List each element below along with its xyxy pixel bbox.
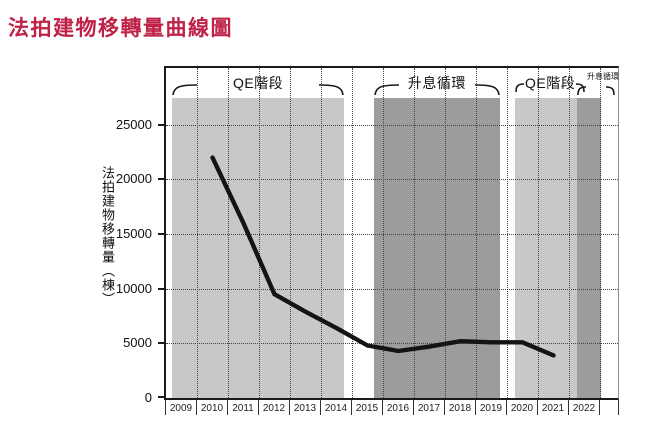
brace-right-icon	[474, 84, 500, 96]
gridline-vertical	[290, 68, 291, 398]
gridline-vertical	[383, 68, 384, 398]
x-tick-label: 2017	[414, 400, 445, 415]
shaded-band	[515, 98, 578, 398]
band-annotation: 升息循環	[577, 70, 619, 98]
gridline-horizontal	[166, 288, 618, 290]
x-tick-label: 2014	[321, 400, 352, 415]
brace-right-icon	[606, 86, 615, 96]
plot-area: QE階段 升息循環 QE階段 升息循環	[158, 66, 619, 400]
y-tick-label: 5000	[123, 335, 152, 351]
gridline-horizontal	[166, 179, 618, 181]
band-label: 升息循環	[587, 72, 620, 81]
x-tick-label: 2009	[166, 400, 197, 415]
band-annotation: QE階段	[515, 70, 586, 98]
x-tick-label: 2011	[228, 400, 259, 415]
y-axis-tick	[158, 396, 164, 398]
y-axis-tick	[158, 287, 164, 290]
gridline-vertical	[600, 68, 601, 398]
y-axis-tick	[158, 233, 164, 236]
brace-right-icon	[576, 83, 586, 93]
gridline-vertical	[569, 68, 570, 398]
band-label: 升息循環	[407, 75, 466, 91]
x-tick-label: 2010	[197, 400, 228, 415]
y-axis-title: 法拍建物移轉量︵棟︶	[100, 166, 115, 306]
band-label: QE階段	[525, 75, 576, 91]
y-tick-label: 10000	[115, 280, 152, 296]
x-tick-label: 2021	[538, 400, 569, 415]
brace-right-icon	[318, 84, 344, 96]
y-tick-label: 25000	[115, 116, 152, 132]
x-tick-label: 2022	[569, 400, 600, 415]
gridline-vertical	[538, 68, 539, 398]
x-tick-label: 2012	[259, 400, 290, 415]
gridline-horizontal	[166, 343, 618, 345]
x-tick-label: 2013	[290, 400, 321, 415]
gridline-vertical	[321, 68, 322, 398]
x-tick-label: 2015	[352, 400, 383, 415]
brace-left-icon	[374, 84, 400, 96]
x-axis-labels: 2009 2010 2011 2012 2013 2014 2015 2016 2017 2018…	[165, 400, 619, 415]
gridline-vertical	[197, 68, 198, 398]
shaded-band	[577, 98, 601, 398]
gridline-horizontal	[166, 124, 618, 126]
y-tick-label: 20000	[115, 171, 152, 187]
gridline-vertical	[507, 68, 508, 398]
y-axis-tick-labels: 0 5000 10000 15000 20000 25000	[0, 68, 152, 405]
band-annotation: QE階段	[172, 70, 344, 98]
data-line	[210, 155, 556, 358]
x-tick-label: 2019	[476, 400, 507, 415]
y-axis-tick	[158, 123, 164, 126]
brace-left-icon	[577, 86, 587, 96]
data-line-layer	[210, 155, 556, 358]
band-label: QE階段	[232, 75, 284, 91]
x-tick-empty-cell	[600, 400, 619, 415]
x-tick-label: 2018	[445, 400, 476, 415]
y-axis-tick	[158, 178, 164, 181]
x-tick-label: 2016	[383, 400, 414, 415]
brace-left-icon	[515, 83, 525, 93]
gridline-vertical	[228, 68, 229, 398]
gridline-horizontal	[166, 234, 618, 236]
y-axis-tick	[158, 342, 164, 345]
shaded-band	[172, 98, 344, 398]
gridline-vertical	[414, 68, 415, 398]
brace-left-icon	[172, 84, 198, 96]
shaded-band	[374, 98, 500, 398]
y-tick-label: 0	[144, 390, 152, 405]
x-tick-label: 2020	[507, 400, 538, 415]
gridline-vertical	[445, 68, 446, 398]
band-annotation: 升息循環	[374, 70, 500, 98]
gridline-vertical	[476, 68, 477, 398]
y-tick-label: 15000	[115, 226, 152, 242]
gridline-vertical	[259, 68, 260, 398]
gridline-vertical	[352, 68, 353, 398]
page-title: 法拍建物移轉量曲線圖	[8, 17, 233, 40]
